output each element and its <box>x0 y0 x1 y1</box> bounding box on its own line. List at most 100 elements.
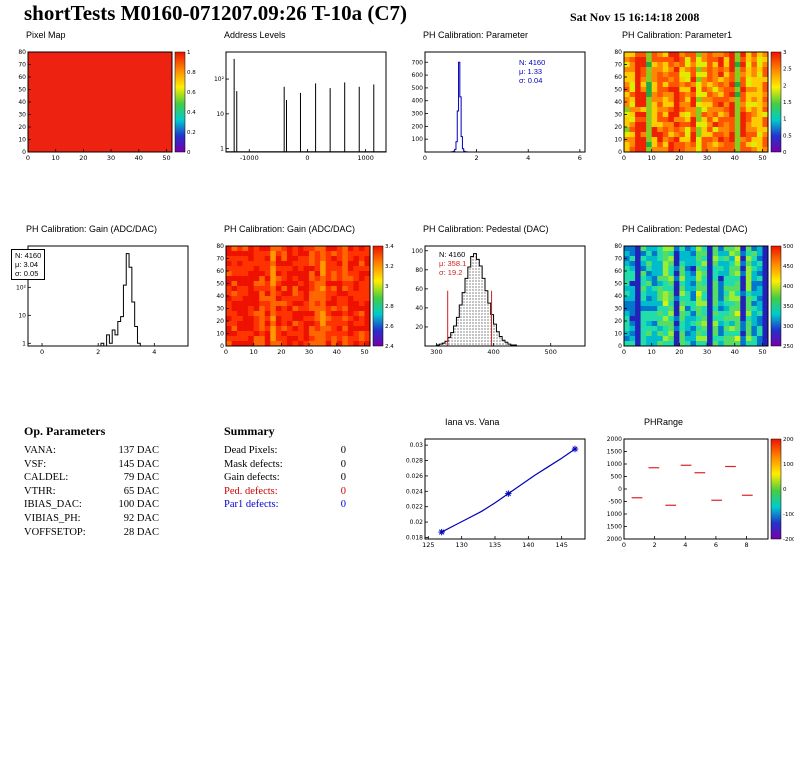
svg-text:20: 20 <box>79 154 87 162</box>
op-param-row: CALDEL: 79 DAC <box>24 471 159 485</box>
svg-text:10: 10 <box>250 348 258 356</box>
svg-text:50: 50 <box>360 348 368 356</box>
svg-text:20: 20 <box>675 348 683 356</box>
summary-label: Mask defects: <box>224 458 283 470</box>
iana-vs-vana-plot: 125 130 135 140 145 0.018 0.02 0.022 0.024 0.026 0… <box>406 438 586 549</box>
svg-text:400: 400 <box>412 98 424 105</box>
panel-gain-map: PH Calibration: Gain (ADC/DAC) 0 10 20 30 40… <box>204 222 396 374</box>
svg-text:10: 10 <box>216 111 224 118</box>
svg-text:40: 40 <box>614 293 622 300</box>
plot-title-iana-vs-vana: Iana vs. Vana <box>445 417 500 427</box>
svg-text:10: 10 <box>614 331 622 338</box>
svg-text:50: 50 <box>758 154 766 162</box>
op-param-value: 92 DAC <box>123 512 159 524</box>
gain-map-plot: 0 10 20 30 40 50 0 10 20 30 40 50 60 70 80 3.4 3.2 3 2.8 2.… <box>216 243 394 356</box>
svg-text:0: 0 <box>783 487 787 493</box>
svg-text:0.018: 0.018 <box>406 534 423 541</box>
svg-text:40: 40 <box>731 154 739 162</box>
svg-text:40: 40 <box>18 99 26 106</box>
svg-text:200: 200 <box>412 123 424 130</box>
address-levels-plot: -1000 0 1000 1 10 10² <box>214 51 387 162</box>
svg-text:70: 70 <box>614 256 622 263</box>
stat-line: σ: 19.2 <box>439 268 463 277</box>
svg-text:0: 0 <box>26 154 30 162</box>
op-param-row: VANA: 137 DAC <box>24 444 159 458</box>
stats-gain: N: 4160 μ: 3.04 σ: 0.05 <box>11 249 46 280</box>
op-param-row: VSF: 145 DAC <box>24 458 159 472</box>
svg-text:0.024: 0.024 <box>406 488 423 495</box>
svg-text:50: 50 <box>162 154 170 162</box>
pixel-map-plot: 0 10 20 30 40 50 0 10 20 30 40 50 60 70 80 1 0.8 0.6 0.4 0.… <box>18 49 196 162</box>
svg-text:2000: 2000 <box>607 536 622 543</box>
svg-text:3.2: 3.2 <box>385 264 394 270</box>
svg-text:0: 0 <box>783 150 787 156</box>
svg-text:70: 70 <box>216 256 224 263</box>
svg-text:3: 3 <box>385 284 389 290</box>
svg-text:0: 0 <box>305 154 309 162</box>
stat-line: σ: 0.04 <box>519 76 543 85</box>
svg-text:0.022: 0.022 <box>406 504 423 511</box>
op-param-value: 100 DAC <box>118 499 159 511</box>
svg-text:50: 50 <box>758 348 766 356</box>
svg-text:400: 400 <box>783 284 794 290</box>
svg-text:350: 350 <box>783 304 794 310</box>
svg-text:500: 500 <box>545 348 557 356</box>
svg-text:2.5: 2.5 <box>783 67 792 73</box>
svg-text:600: 600 <box>412 72 424 79</box>
svg-text:135: 135 <box>489 541 501 549</box>
svg-text:0: 0 <box>220 343 224 350</box>
svg-text:30: 30 <box>703 348 711 356</box>
plot-title-phrange: PHRange <box>644 417 684 427</box>
svg-text:0.03: 0.03 <box>410 442 424 449</box>
svg-text:300: 300 <box>783 324 794 330</box>
stat-line: μ: 1.33 <box>519 67 543 76</box>
svg-text:10: 10 <box>18 312 26 319</box>
svg-text:-500: -500 <box>608 499 622 506</box>
ph-parameter1-map-plot: 0 10 20 30 40 50 0 10 20 30 40 50 60 70 80 3 2.5 2 1.5 1 0.5… <box>614 49 792 162</box>
svg-text:125: 125 <box>422 541 434 549</box>
op-param-value: 79 DAC <box>123 472 159 484</box>
panel-iana-vs-vana: Iana vs. Vana 125 130 135 140 145 0.018 0.02 0.… <box>403 415 595 567</box>
svg-text:80: 80 <box>614 243 622 250</box>
svg-text:1: 1 <box>187 50 191 56</box>
op-param-row: VIBIAS_PH: 92 DAC <box>24 512 159 526</box>
svg-text:60: 60 <box>216 268 224 275</box>
svg-text:20: 20 <box>216 318 224 325</box>
plot-title-pedestal-hist: PH Calibration: Pedestal (DAC) <box>423 224 549 234</box>
svg-text:30: 30 <box>107 154 115 162</box>
svg-text:10: 10 <box>216 331 224 338</box>
svg-text:10²: 10² <box>16 284 27 291</box>
svg-text:140: 140 <box>522 541 534 549</box>
svg-text:2: 2 <box>96 348 100 356</box>
svg-text:0.026: 0.026 <box>406 473 423 480</box>
svg-text:4: 4 <box>683 541 687 549</box>
svg-text:80: 80 <box>18 49 26 56</box>
svg-text:20: 20 <box>614 124 622 131</box>
svg-text:2: 2 <box>783 83 787 89</box>
svg-text:10: 10 <box>648 348 656 356</box>
svg-text:20: 20 <box>277 348 285 356</box>
svg-text:1000: 1000 <box>607 461 622 468</box>
svg-text:0: 0 <box>618 149 622 156</box>
svg-text:-1000: -1000 <box>783 512 794 518</box>
plot-title-pedestal-map: PH Calibration: Pedestal (DAC) <box>622 224 748 234</box>
svg-text:0.2: 0.2 <box>187 130 196 136</box>
svg-text:10: 10 <box>52 154 60 162</box>
svg-text:0: 0 <box>622 541 626 549</box>
svg-text:10: 10 <box>648 154 656 162</box>
svg-text:6: 6 <box>578 154 582 162</box>
svg-text:50: 50 <box>216 281 224 288</box>
svg-text:145: 145 <box>555 541 567 549</box>
svg-text:1.5: 1.5 <box>783 100 792 106</box>
op-param-row: VTHR: 65 DAC <box>24 485 159 499</box>
stat-line: μ: 358.1 <box>439 259 467 268</box>
svg-text:1500: 1500 <box>607 449 622 456</box>
summary-row: Mask defects: 0 <box>224 458 346 472</box>
svg-text:0: 0 <box>618 486 622 493</box>
op-param-value: 65 DAC <box>123 485 159 497</box>
summary-value: 0 <box>340 445 346 456</box>
svg-text:2.8: 2.8 <box>385 304 394 310</box>
pedestal-hist-plot: 300 400 500 20 40 60 80 100 <box>412 245 586 356</box>
op-param-row: IBIAS_DAC: 100 DAC <box>24 498 159 512</box>
